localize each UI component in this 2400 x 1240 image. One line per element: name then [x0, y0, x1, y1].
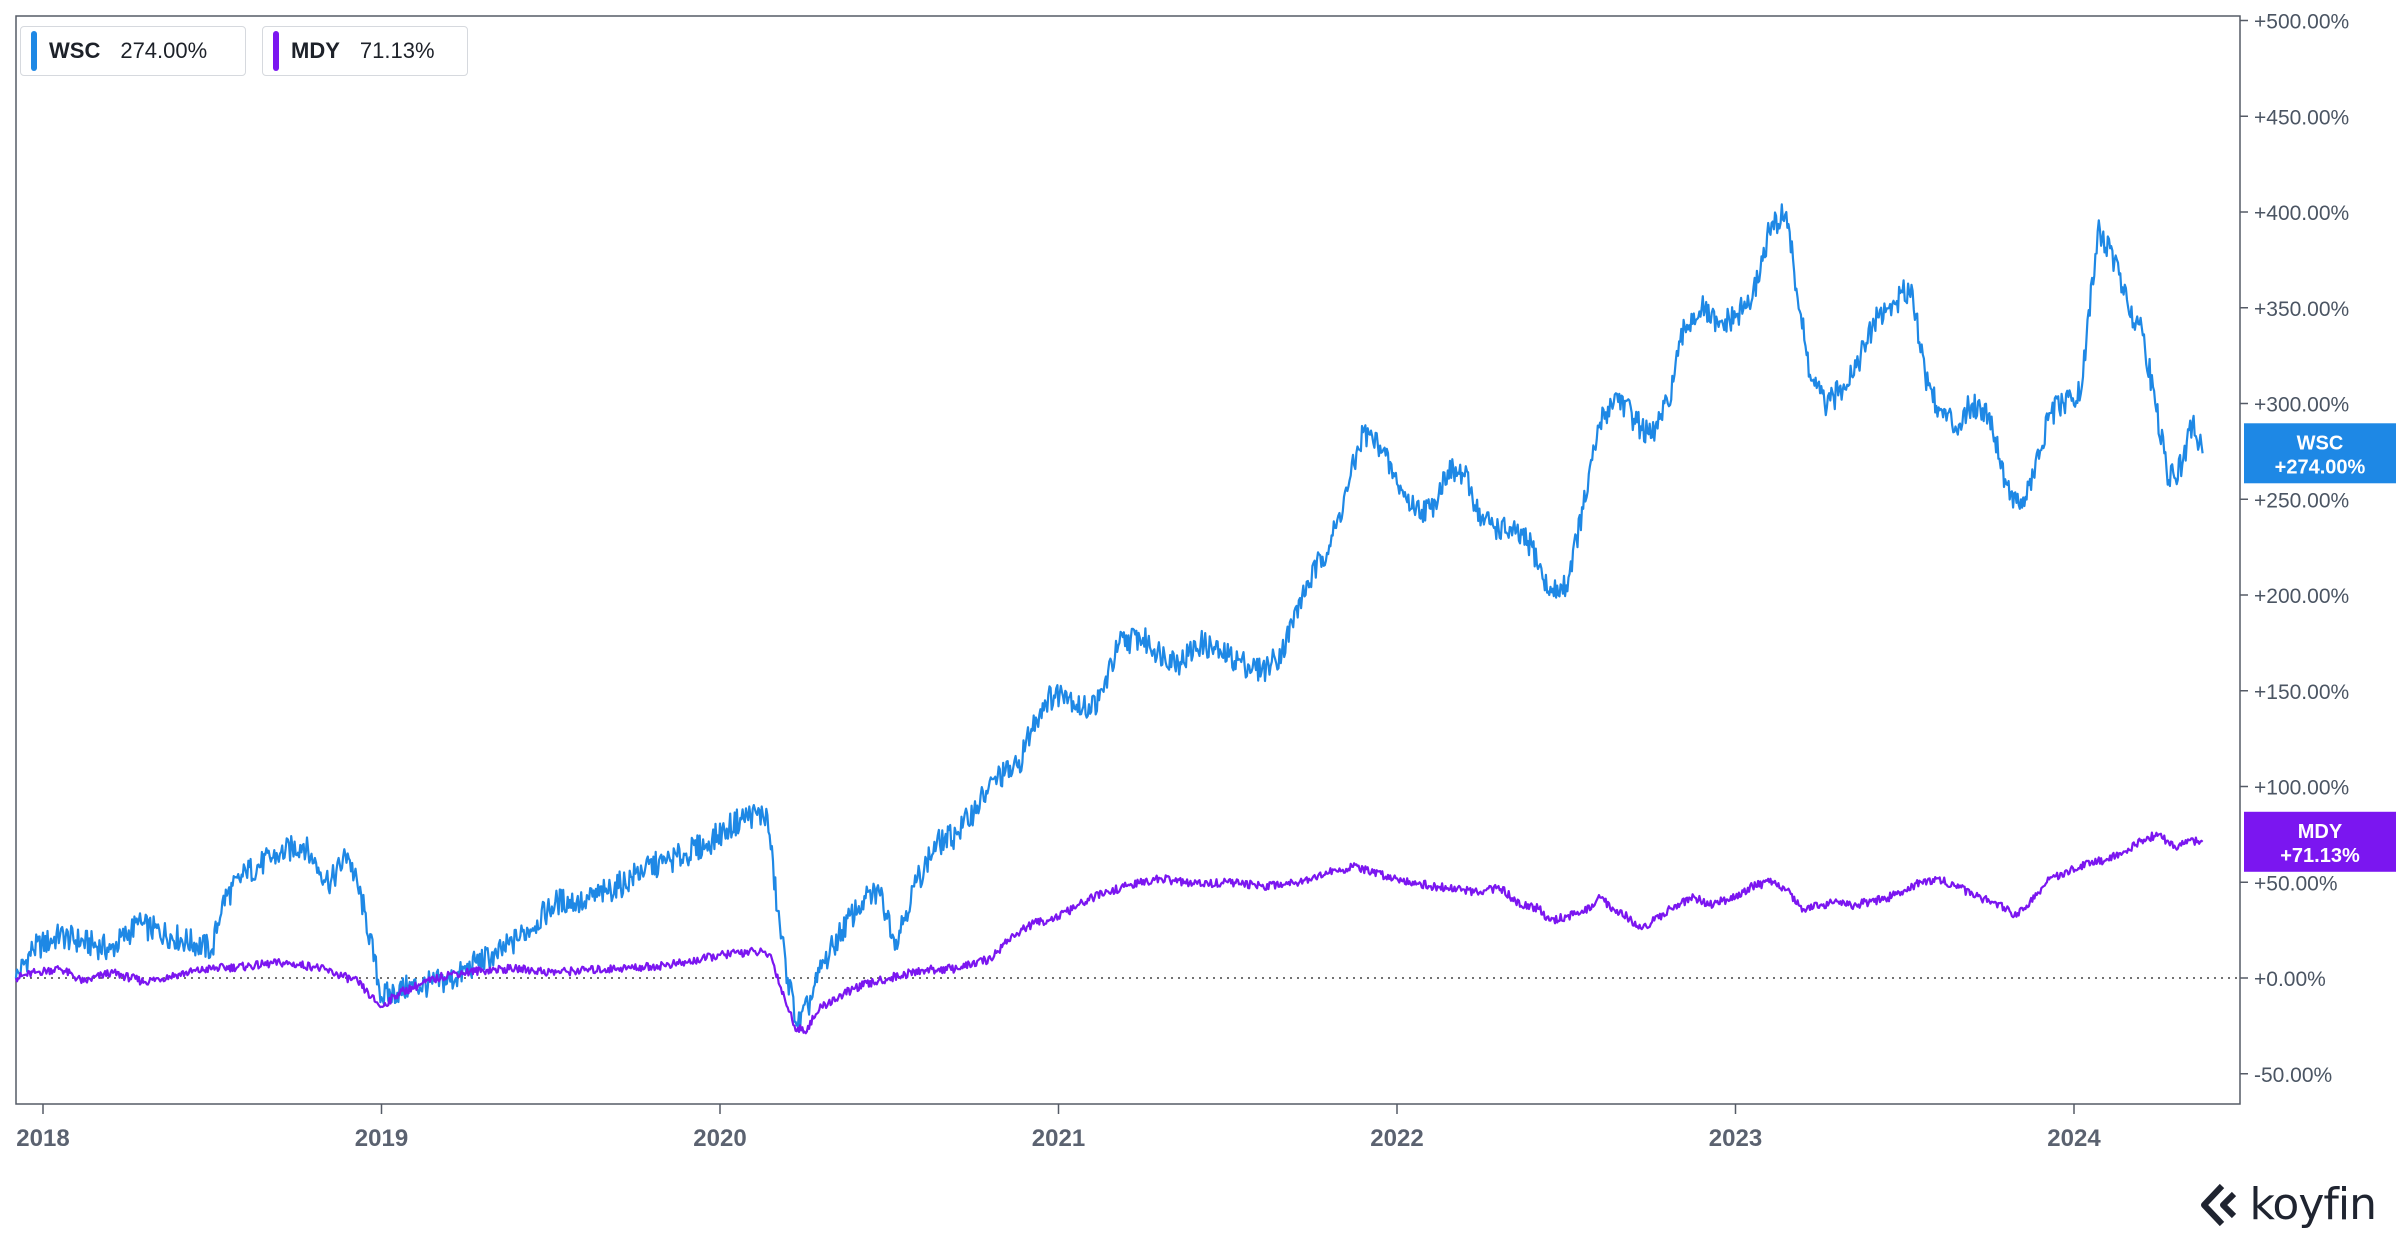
x-axis: 2018 2019 2020 2021 2022 2023 2024	[16, 1104, 2101, 1152]
y-tick-label: +0.00%	[2254, 968, 2326, 991]
series-line-mdy	[14, 831, 2204, 1035]
x-tick-label: 2019	[355, 1125, 408, 1152]
legend-item-mdy[interactable]: MDY 71.13%	[262, 26, 468, 76]
badge-symbol: WSC	[2297, 432, 2344, 454]
y-tick-label: +300.00%	[2254, 394, 2349, 417]
legend-value: 71.13%	[359, 38, 435, 63]
value-badge-wsc: WSC+274.00%	[2244, 423, 2396, 484]
badge-value: +71.13%	[2280, 845, 2360, 867]
mdy-color-swatch	[273, 31, 279, 71]
x-tick-label: 2021	[1032, 1125, 1085, 1152]
legend-value: 274.00%	[120, 38, 208, 63]
y-tick-label: +150.00%	[2254, 681, 2349, 704]
legend-item-wsc[interactable]: WSC 274.00%	[20, 26, 246, 76]
plot-border	[15, 15, 2241, 1105]
x-tick-label: 2020	[693, 1125, 746, 1152]
series-line-wsc	[14, 203, 2204, 1031]
legend-symbol: MDY	[291, 38, 340, 63]
legend-symbol: WSC	[49, 38, 101, 63]
value-badges: WSC+274.00% MDY+71.13%	[2244, 423, 2396, 872]
x-tick-label: 2024	[2047, 1125, 2101, 1152]
y-tick-label: +100.00%	[2254, 777, 2349, 800]
brand-name: koyfin	[2249, 1179, 2377, 1230]
badge-value: +274.00%	[2275, 456, 2366, 478]
x-tick-label: 2023	[1709, 1125, 1762, 1152]
badge-symbol: MDY	[2298, 821, 2343, 843]
y-tick-label: +200.00%	[2254, 585, 2349, 608]
y-tick-label: +500.00%	[2254, 11, 2349, 34]
y-tick-label: +50.00%	[2254, 872, 2338, 895]
y-tick-label: +450.00%	[2254, 106, 2349, 129]
koyfin-logo-icon	[2200, 1183, 2236, 1226]
y-axis: -50.00% +0.00% +50.00% +100.00% +150.00% +200…	[2240, 11, 2349, 1087]
series-layer	[14, 203, 2204, 1035]
koyfin-brand: koyfin	[2198, 1179, 2377, 1230]
x-tick-label: 2018	[16, 1125, 69, 1152]
y-tick-label: -50.00%	[2254, 1064, 2332, 1087]
plot-frame	[15, 15, 2241, 1105]
y-tick-label: +350.00%	[2254, 298, 2349, 321]
y-tick-label: +250.00%	[2254, 489, 2349, 512]
y-tick-label: +400.00%	[2254, 202, 2349, 225]
value-badge-mdy: MDY+71.13%	[2244, 811, 2396, 872]
wsc-color-swatch	[31, 31, 37, 71]
x-tick-label: 2022	[1370, 1125, 1423, 1152]
